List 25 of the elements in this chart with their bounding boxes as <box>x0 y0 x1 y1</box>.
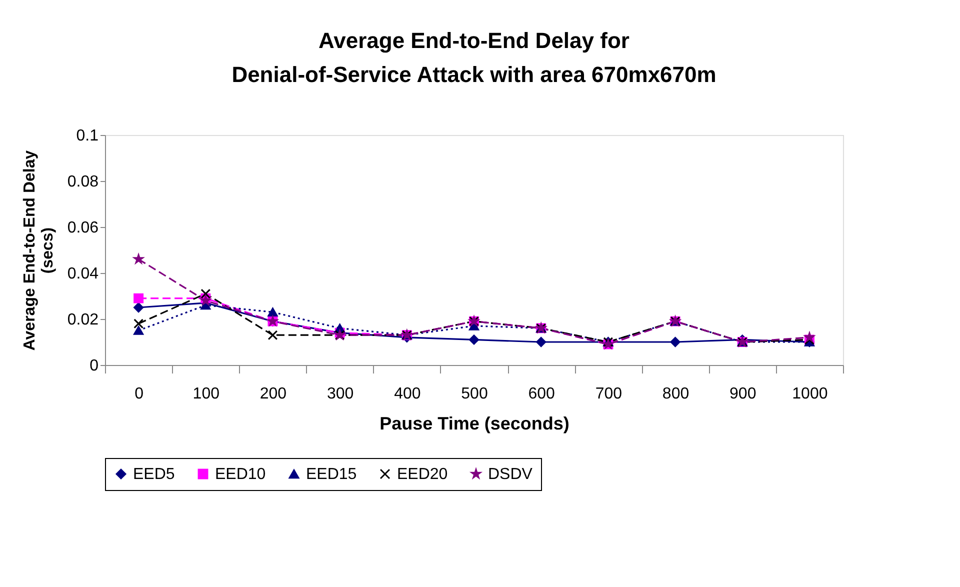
y-tick-label: 0.06 <box>67 220 99 236</box>
y-tick-label: 0 <box>90 358 99 374</box>
x-tick-label: 1000 <box>792 386 828 402</box>
legend-label: EED10 <box>215 466 266 483</box>
y-tick-label: 0.1 <box>76 128 99 144</box>
x-tick-label: 600 <box>528 386 556 402</box>
x-tick-label: 300 <box>326 386 354 402</box>
y-tick-label: 0.02 <box>67 312 99 328</box>
legend-label: DSDV <box>488 466 533 483</box>
legend-label: EED20 <box>397 466 448 483</box>
chart-title: Average End-to-End Delay for Denial-of-Service Attack with area 670mx670m <box>232 28 716 87</box>
x-tick-label: 900 <box>730 386 756 402</box>
y-axis-title: Average End-to-End Delay (secs) <box>21 150 56 351</box>
x-tick-label: 100 <box>192 386 220 402</box>
x-tick-label: 500 <box>461 386 488 402</box>
x-tick-label: 700 <box>595 386 622 402</box>
legend-label: EED5 <box>133 466 175 483</box>
y-tick-label: 0.08 <box>67 174 99 190</box>
x-tick-label: 0 <box>134 386 144 402</box>
x-tick-label: 800 <box>662 386 690 402</box>
x-tick-label: 200 <box>260 386 287 402</box>
y-tick-label: 0.04 <box>67 266 99 282</box>
x-tick-label: 400 <box>394 386 421 402</box>
legend-label: EED15 <box>306 466 357 483</box>
x-axis-title: Pause Time (seconds) <box>380 414 570 434</box>
